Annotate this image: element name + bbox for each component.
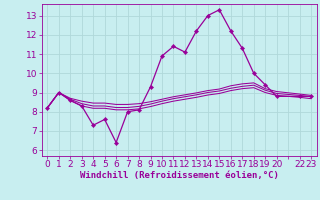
X-axis label: Windchill (Refroidissement éolien,°C): Windchill (Refroidissement éolien,°C) bbox=[80, 171, 279, 180]
